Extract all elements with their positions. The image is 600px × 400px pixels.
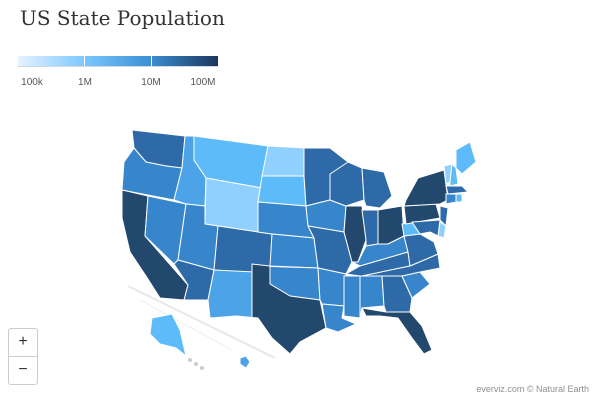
state-ms[interactable] (343, 275, 361, 319)
state-ks[interactable] (269, 233, 319, 269)
state-ar[interactable] (317, 267, 347, 307)
state-nc[interactable] (361, 253, 441, 277)
legend-label-100m: 100M (190, 77, 216, 88)
map-title: US State Population (20, 6, 225, 30)
state-fl[interactable] (361, 307, 433, 355)
state-md[interactable] (411, 219, 441, 237)
state-ny[interactable] (403, 169, 449, 207)
island-marker (194, 362, 198, 366)
state-ma[interactable] (445, 185, 469, 195)
state-wy[interactable] (204, 177, 263, 233)
state-tx[interactable] (235, 263, 327, 355)
zoom-controls: + − (8, 328, 38, 385)
state-nh[interactable] (449, 163, 459, 187)
state-nm[interactable] (207, 269, 257, 319)
state-mi[interactable] (361, 167, 393, 209)
legend-label-100k: 100k (21, 77, 43, 88)
inset-separator-line (139, 299, 233, 351)
state-ne[interactable] (257, 201, 315, 239)
legend-label-1m: 1M (78, 77, 92, 88)
legend-label-10m: 10M (141, 77, 161, 88)
inset-separator-line (127, 285, 276, 359)
color-legend: 100k 1M 10M 100M (18, 56, 218, 96)
legend-tick (151, 56, 152, 66)
island-marker (200, 366, 204, 370)
island-marker (188, 358, 192, 362)
legend-tick (84, 56, 85, 66)
state-me[interactable] (455, 141, 477, 175)
zoom-out-button[interactable]: − (18, 361, 28, 378)
zoom-in-button[interactable]: + (9, 329, 37, 357)
state-ak[interactable] (149, 313, 187, 357)
state-ri[interactable] (455, 193, 463, 203)
state-ct[interactable] (445, 193, 457, 205)
state-hi[interactable] (239, 355, 251, 369)
state-nd[interactable] (261, 145, 307, 177)
legend-gradient-bar (18, 56, 218, 67)
credits-text: everviz.com © Natural Earth (476, 384, 589, 394)
state-sd[interactable] (257, 175, 307, 207)
